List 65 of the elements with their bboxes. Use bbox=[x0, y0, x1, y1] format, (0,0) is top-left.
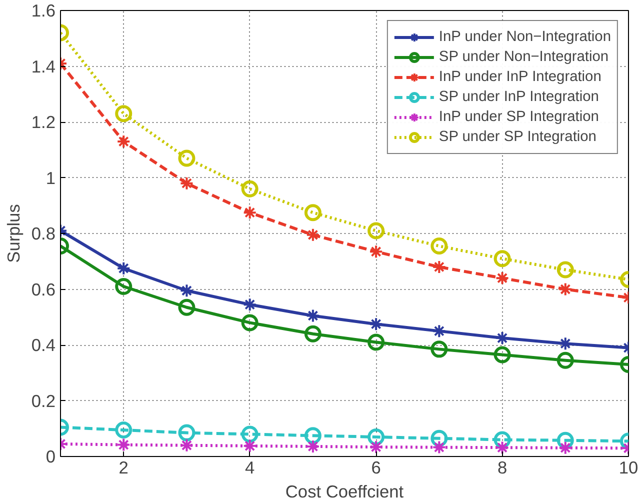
point bbox=[558, 336, 572, 351]
point bbox=[368, 222, 385, 240]
y-tick-label: 0.6 bbox=[31, 279, 56, 300]
point bbox=[115, 105, 132, 122]
point bbox=[180, 438, 194, 452]
point bbox=[495, 440, 510, 455]
point bbox=[242, 438, 257, 453]
point bbox=[241, 426, 258, 443]
point bbox=[116, 261, 131, 276]
legend-label: InP under SP Integration bbox=[438, 109, 599, 125]
x-tick-label: 6 bbox=[371, 458, 381, 478]
point bbox=[494, 346, 511, 364]
point bbox=[304, 427, 322, 444]
y-tick-label: 1.4 bbox=[31, 56, 56, 76]
y-tick-label: 0.8 bbox=[31, 224, 56, 244]
y-tick-label: 0 bbox=[46, 446, 56, 466]
point bbox=[180, 176, 194, 190]
point bbox=[115, 422, 132, 439]
point bbox=[241, 314, 258, 332]
point bbox=[116, 134, 131, 149]
point bbox=[178, 150, 196, 167]
point bbox=[432, 440, 446, 454]
y-tick-label: 0.2 bbox=[31, 390, 56, 411]
legend-label: SP under Non−Integration bbox=[438, 49, 609, 65]
legend-label: InP under InP Integration bbox=[438, 69, 602, 85]
point bbox=[304, 204, 322, 222]
y-tick-label: 1.2 bbox=[31, 112, 56, 132]
point bbox=[558, 282, 572, 296]
point bbox=[432, 324, 446, 338]
point bbox=[432, 260, 446, 274]
point bbox=[495, 271, 510, 286]
point bbox=[306, 308, 320, 323]
y-axis-title: Surplus bbox=[3, 204, 24, 263]
point bbox=[556, 261, 574, 278]
point bbox=[369, 244, 384, 259]
x-tick-label: 8 bbox=[497, 458, 508, 478]
point bbox=[180, 284, 194, 298]
point bbox=[558, 440, 572, 455]
point bbox=[242, 298, 257, 312]
point bbox=[430, 238, 448, 255]
x-tick-label: 2 bbox=[118, 458, 128, 478]
point bbox=[494, 250, 511, 268]
y-tick-label: 1.6 bbox=[31, 0, 56, 20]
point bbox=[306, 439, 320, 454]
legend-label: InP under Non−Integration bbox=[438, 29, 611, 45]
point bbox=[304, 325, 322, 342]
x-tick-label: 4 bbox=[245, 458, 256, 478]
point bbox=[115, 278, 132, 295]
legend-label: SP under SP Integration bbox=[438, 129, 596, 145]
point bbox=[178, 298, 196, 316]
y-tick-label: 0.4 bbox=[31, 335, 56, 355]
point bbox=[368, 334, 385, 351]
y-tick-label: 1 bbox=[46, 168, 56, 188]
point bbox=[242, 206, 257, 220]
point bbox=[495, 331, 510, 346]
legend-label: SP under InP Integration bbox=[438, 89, 599, 105]
point bbox=[116, 438, 131, 452]
point bbox=[178, 424, 196, 442]
x-axis-title: Cost Coeffcient bbox=[285, 482, 404, 502]
point bbox=[369, 317, 384, 332]
point bbox=[306, 228, 320, 242]
point bbox=[430, 340, 448, 358]
point bbox=[556, 352, 574, 369]
point bbox=[241, 180, 258, 198]
x-tick-label: 10 bbox=[618, 458, 638, 478]
